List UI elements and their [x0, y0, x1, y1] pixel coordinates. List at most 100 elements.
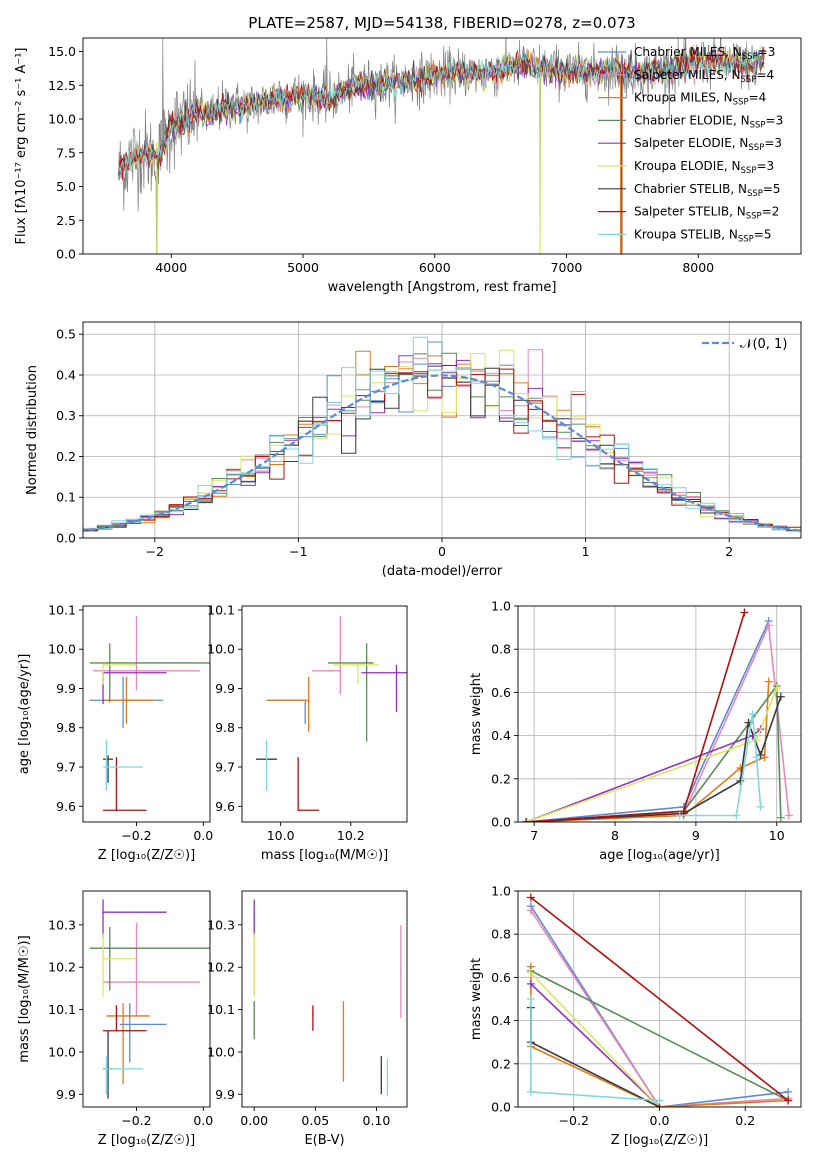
x-tick-label: −2 [146, 544, 164, 559]
x-tick-label: 4000 [155, 260, 187, 275]
legend-entry: 𝒩(0, 1) [740, 337, 787, 352]
axes-frame [517, 605, 802, 823]
data-point [102, 957, 104, 960]
y-tick-label: 10.3 [48, 917, 76, 932]
plus-marker [679, 807, 688, 816]
x-tick-label: 0.0 [193, 1113, 213, 1128]
frame-age_vs_Z: −0.2 0.0 9.6 9.7 9.8 9.9 10.0 10.1 Z [log₁₀(Z/Z☉… [17, 602, 213, 863]
frame-mass_vs_Z: −0.2 0.0 9.9 10.0 10.1 10.2 10.3 Z [log₁₀(Z/Z☉)… [17, 890, 213, 1148]
data-point [400, 970, 402, 973]
model-line-9 [118, 45, 765, 174]
x-tick-label: 0.0 [193, 828, 213, 843]
plus-marker [526, 1087, 535, 1096]
plus-marker [748, 710, 757, 718]
data-point [380, 1074, 383, 1077]
plus-marker [772, 684, 781, 693]
data-point [107, 758, 109, 760]
plus-marker [526, 969, 535, 978]
series-line-8 [526, 612, 746, 822]
plus-marker [776, 692, 785, 701]
data-point [253, 1008, 256, 1011]
x-tick-label: 10.2 [337, 828, 365, 843]
x-tick-label: −0.2 [121, 1113, 151, 1128]
y-tick-label: 10.1 [48, 602, 76, 617]
x-axis-label: mass [log₁₀(M/M☉)] [261, 848, 388, 863]
y-tick-label: 9.7 [56, 760, 76, 775]
plus-marker [526, 893, 535, 902]
x-tick-label: 0.00 [240, 1113, 268, 1128]
plus-marker [732, 811, 741, 820]
x-tick-label: −0.2 [559, 1113, 589, 1128]
y-axis-label: mass weight [469, 958, 484, 1040]
series-line-6 [530, 972, 661, 1107]
data-point [339, 670, 342, 672]
x-axis-label: Z [log₁₀(Z/Z☉)] [611, 1133, 708, 1148]
data-point [102, 911, 104, 913]
y-tick-label: 0.8 [491, 642, 511, 657]
y-axis-label: Flux [fλ10⁻¹⁷ erg cm⁻² s⁻¹ A⁻¹] [14, 48, 29, 245]
x-tick-label: 0.0 [650, 1113, 670, 1128]
y-tick-label: 0.8 [491, 927, 511, 942]
x-axis-label: E(B-V) [304, 1133, 344, 1148]
plus-marker [776, 813, 785, 822]
data-point [253, 911, 256, 913]
x-tick-label: 0 [438, 544, 446, 559]
x-axis-label: wavelength [Angstrom, rest frame] [328, 280, 557, 295]
y-tick-label: 9.9 [215, 1087, 235, 1102]
data-point [102, 664, 104, 666]
plus-marker [784, 811, 793, 820]
plot-area-mass_weight_vs_Z [526, 893, 793, 1107]
y-tick-label: 9.9 [215, 681, 235, 696]
data-point [105, 766, 108, 768]
y-tick-label: 0.0 [56, 531, 76, 546]
legend-entry: Kroupa STELIB, NSSP=5 [634, 227, 772, 244]
axes-frame [82, 37, 802, 255]
x-tick-label: −0.2 [121, 828, 151, 843]
y-tick-label: 1.0 [491, 599, 511, 614]
x-tick-label: 10.0 [267, 828, 295, 843]
axes-frame [241, 890, 408, 1108]
y-tick-label: 7.5 [56, 145, 76, 160]
data-point [297, 809, 299, 812]
y-tick-label: 15.0 [48, 44, 76, 59]
y-tick-label: 10.1 [48, 1002, 76, 1017]
frame-age_vs_mass: 10.0 10.2 9.6 9.7 9.8 9.9 10.0 10.1 mass [log₁₀(… [207, 602, 408, 863]
y-tick-label: 10.1 [207, 602, 235, 617]
legend-entry: Chabrier ELODIE, NSSP=3 [634, 113, 783, 130]
y-tick-label: 0.3 [56, 408, 76, 423]
y-tick-label: 10.0 [48, 1044, 76, 1059]
data-point [115, 809, 118, 812]
series-line-4 [530, 970, 789, 1102]
x-axis-label: Z [log₁₀(Z/Z☉)] [98, 848, 195, 863]
plus-marker [675, 811, 684, 820]
frame-residuals: −2 −1 0 1 2 0.0 0.1 0.2 0.3 0.4 0.5 (data-model)/er… [25, 321, 802, 579]
x-tick-label: 7000 [551, 260, 583, 275]
plot-area-mass_weight_vs_age [522, 608, 793, 822]
legend-entry: Salpeter STELIB, NSSP=2 [634, 205, 779, 222]
y-tick-label: 12.5 [48, 78, 76, 93]
x-tick-label: 8 [611, 828, 619, 843]
x-tick-label: 6000 [419, 260, 451, 275]
y-axis-label: mass [log₁₀(M/M☉)] [17, 935, 32, 1062]
y-tick-label: 0.4 [491, 728, 511, 743]
x-axis-label: age [log₁₀(age/yr)] [599, 848, 720, 863]
y-tick-label: 9.8 [215, 720, 235, 735]
x-tick-label: 0.05 [301, 1113, 329, 1128]
data-point [265, 766, 268, 768]
legend: Chabrier MILES, NSSP=3 Salpeter MILES, NS… [598, 45, 783, 244]
plus-marker [736, 764, 745, 772]
plus-marker [756, 802, 765, 811]
plus-marker [752, 753, 761, 762]
axes-frame [241, 605, 408, 823]
series-line-7 [526, 696, 782, 822]
model-line-8 [118, 46, 765, 181]
data-point [108, 662, 111, 664]
y-tick-label: 2.5 [56, 213, 76, 228]
y-tick-label: 0.2 [491, 1056, 511, 1071]
y-tick-label: 9.9 [56, 681, 76, 696]
plus-marker [756, 751, 765, 760]
plot-area-spectrum [118, 38, 765, 254]
y-tick-label: 0.0 [56, 247, 76, 262]
data-point [312, 1013, 314, 1015]
